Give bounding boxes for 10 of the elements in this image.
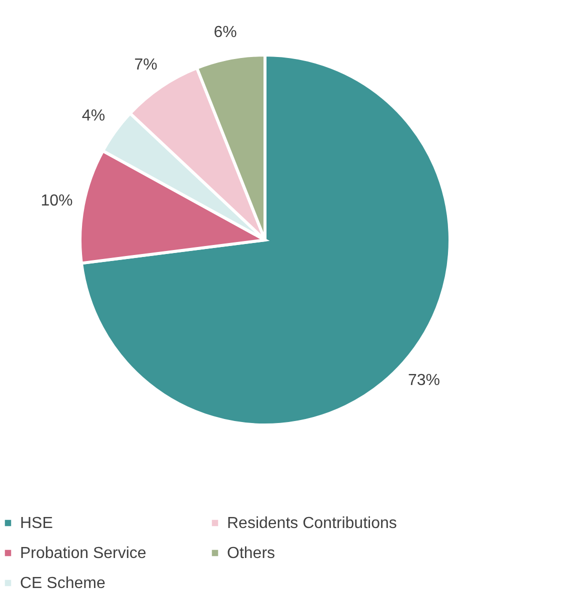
legend-label: HSE [20,515,53,532]
data-label: 73% [408,372,440,390]
data-label: 6% [214,24,237,41]
data-label: 10% [40,192,73,210]
legend-label: Probation Service [20,545,146,562]
legend-label: CE Scheme [20,575,106,592]
legend-label: Residents Contributions [227,515,397,532]
legend-label: Others [227,545,276,562]
data-label: 7% [134,56,158,74]
data-label: 4% [82,107,106,124]
